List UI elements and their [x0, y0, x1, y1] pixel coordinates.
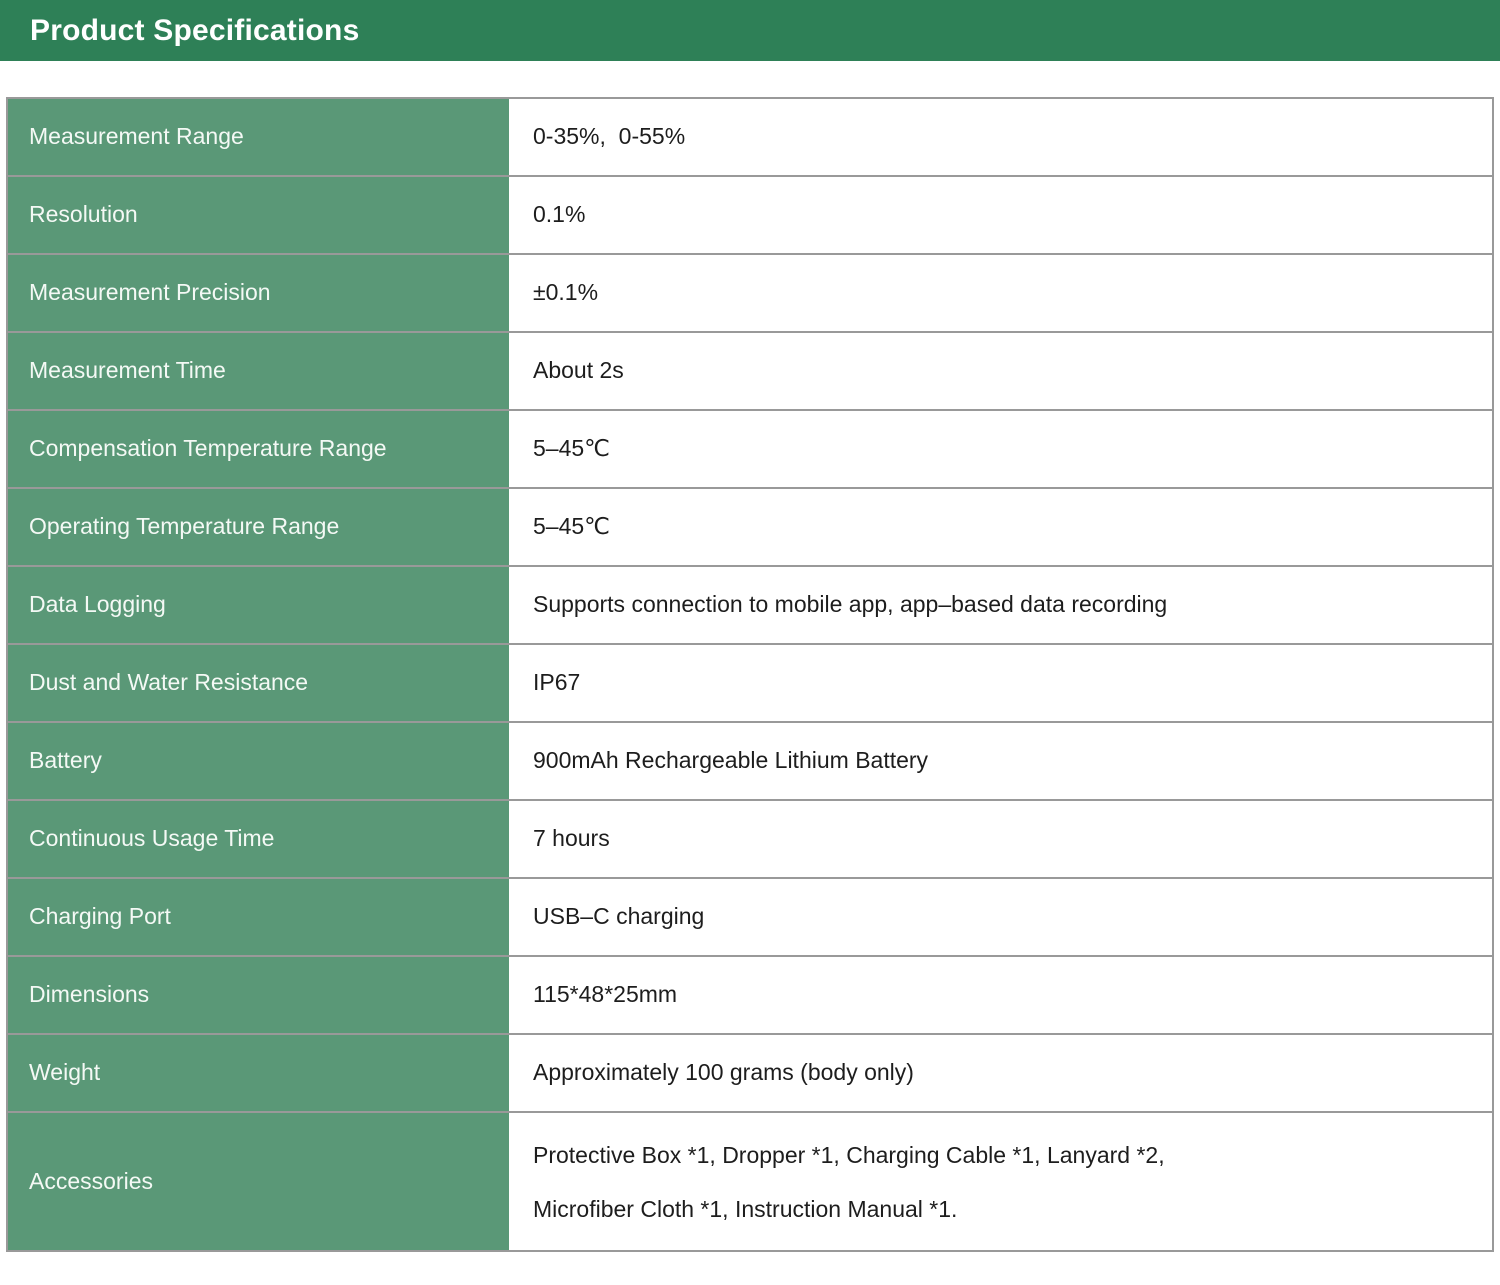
spec-value: IP67 [533, 669, 581, 696]
spec-value: 0.1% [533, 201, 586, 228]
spec-value: 0-35%, 0-55% [533, 123, 686, 150]
spec-value: Protective Box *1, Dropper *1, Charging … [533, 1141, 1165, 1222]
spec-value: 5–45℃ [533, 513, 610, 540]
spec-row: Charging Port USB–C charging [8, 877, 1492, 955]
spec-row: Compensation Temperature Range 5–45℃ [8, 409, 1492, 487]
spec-label: Measurement Precision [8, 255, 509, 331]
specifications-table: Measurement Range 0-35%, 0-55% Resolutio… [6, 97, 1494, 1252]
spec-row: Accessories Protective Box *1, Dropper *… [8, 1111, 1492, 1250]
spec-value: 5–45℃ [533, 435, 610, 462]
spec-value: 900mAh Rechargeable Lithium Battery [533, 747, 929, 774]
spec-row: Resolution 0.1% [8, 175, 1492, 253]
spec-label: Measurement Range [8, 99, 509, 175]
spec-value: Approximately 100 grams (body only) [533, 1059, 914, 1086]
spec-label: Continuous Usage Time [8, 801, 509, 877]
spec-row: Weight Approximately 100 grams (body onl… [8, 1033, 1492, 1111]
spec-value: ±0.1% [533, 279, 599, 306]
spec-label: Accessories [8, 1113, 509, 1250]
spec-row: Dimensions 115*48*25mm [8, 955, 1492, 1033]
spec-row: Continuous Usage Time 7 hours [8, 799, 1492, 877]
spec-label: Compensation Temperature Range [8, 411, 509, 487]
spec-label: Battery [8, 723, 509, 799]
spec-value: USB–C charging [533, 903, 705, 930]
spec-label: Dust and Water Resistance [8, 645, 509, 721]
spec-row: Data Logging Supports connection to mobi… [8, 565, 1492, 643]
spec-label: Measurement Time [8, 333, 509, 409]
spec-label: Resolution [8, 177, 509, 253]
spec-value: 7 hours [533, 825, 610, 852]
spec-value: 115*48*25mm [533, 981, 678, 1008]
page-header: Product Specifications [0, 0, 1500, 61]
spec-label: Dimensions [8, 957, 509, 1033]
spec-label: Data Logging [8, 567, 509, 643]
spec-row: Dust and Water Resistance IP67 [8, 643, 1492, 721]
page-title: Product Specifications [30, 13, 360, 47]
spec-row: Measurement Range 0-35%, 0-55% [8, 99, 1492, 175]
spec-row: Measurement Precision ±0.1% [8, 253, 1492, 331]
spec-label: Operating Temperature Range [8, 489, 509, 565]
spec-value: About 2s [533, 357, 624, 384]
spec-label: Charging Port [8, 879, 509, 955]
spec-label: Weight [8, 1035, 509, 1111]
spec-value: Supports connection to mobile app, app–b… [533, 591, 1168, 618]
spec-row: Operating Temperature Range 5–45℃ [8, 487, 1492, 565]
spec-row: Battery 900mAh Rechargeable Lithium Batt… [8, 721, 1492, 799]
spec-row: Measurement Time About 2s [8, 331, 1492, 409]
